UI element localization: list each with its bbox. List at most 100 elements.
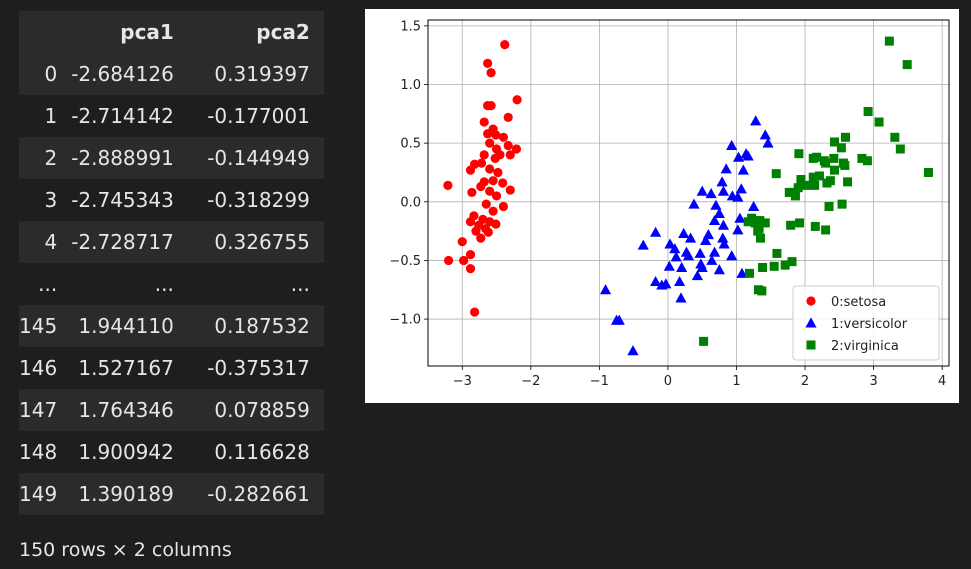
scatter-point-square [810,221,820,231]
scatter-point-triangle [717,185,730,196]
scatter-point-circle [476,233,486,243]
scatter-point-circle [505,185,515,195]
scatter-point-square [753,226,763,236]
scatter-point-square [699,336,709,346]
row-index: 145 [19,305,72,347]
scatter-point-circle [485,164,495,174]
scatter-point-circle [493,167,503,178]
scatter-point-circle [491,191,502,201]
scatter-point-triangle [676,261,688,272]
table-row: 149 1.390189 -0.282661 [19,473,324,515]
scatter-point-square [795,218,805,228]
scatter-point-triangle [706,254,718,265]
scatter-point-triangle [742,150,754,161]
y-tick-label: −1.0 [389,313,421,328]
scatter-point-circle [465,264,476,274]
scatter-plot-figure: −3 −2 −1 0 1 2 3 4 −1.0 −0.5 0.0 0.5 1.0 1.5 0:setosa… [365,9,959,403]
x-tick-label: 0 [664,374,672,389]
y-tick-label: 1.0 [400,78,421,93]
scatter-point-circle [457,237,467,247]
scatter-point-circle [488,176,498,186]
scatter-point-square [786,220,796,230]
scatter-point-square [836,143,846,153]
scatter-point-square [863,106,873,116]
scatter-point-circle [500,40,510,50]
legend-label: 1:versicolor [831,317,908,332]
scatter-point-triangle [678,227,690,238]
scatter-point-triangle [750,115,762,126]
scatter-point-square [830,137,840,147]
x-tick-label: −1 [590,374,609,389]
pca2-column-header: pca2 [187,11,324,53]
scatter-point-circle [443,180,453,190]
scatter-plot: −3 −2 −1 0 1 2 3 4 −1.0 −0.5 0.0 0.5 1.0 1.5 0:setosa… [389,19,950,389]
scatter-point-circle [465,165,476,175]
scatter-point-square [790,191,800,201]
scatter-point-square [814,171,824,181]
scatter-point-circle [485,186,495,196]
scatter-point-square [745,268,755,278]
scatter-point-circle [465,249,476,260]
scatter-point-square [755,216,765,226]
scatter-point-square [840,160,850,170]
table-row: 0 -2.684126 0.319397 [19,53,324,95]
table-row: 2 -2.888991 -0.144949 [19,137,324,179]
scatter-point-circle [483,58,493,68]
scatter-point-circle [476,158,487,168]
scatter-point-circle [471,226,481,236]
index-column-header [19,11,72,53]
pca1-cell: -2.684126 [71,53,188,95]
scatter-point-triangle [736,267,748,278]
ellipsis-row: ... ... ... [19,263,324,305]
scatter-point-circle [479,117,489,127]
row-index: 4 [19,221,72,263]
scatter-point-square [895,144,905,154]
row-index: 3 [19,179,72,221]
row-index: 148 [19,431,72,473]
scatter-point-square [837,199,847,209]
row-index: 147 [19,389,72,431]
scatter-point-circle [503,112,513,122]
table-row: 148 1.900942 0.116628 [19,431,324,473]
scatter-point-square [801,180,811,190]
pca1-column-header: pca1 [71,11,188,53]
scatter-point-triangle [649,275,662,287]
scatter-point-triangle [637,239,649,250]
scatter-point-square [830,165,840,175]
scatter-point-square [769,261,779,271]
pca2-cell: 0.326755 [187,221,324,263]
scatter-point-triangle [735,183,747,194]
scatter-point-circle [491,130,501,140]
table-row: 147 1.764346 0.078859 [19,389,324,431]
scatter-point-square [884,36,894,46]
legend-box [792,285,940,361]
scatter-point-triangle [716,176,728,187]
pca2-cell: 0.319397 [187,53,324,95]
scatter-point-circle [498,178,508,188]
scatter-point-triangle [663,260,675,271]
scatter-point-square [757,286,767,296]
scatter-point-circle [465,217,476,227]
x-tick-label: −2 [521,374,540,389]
scatter-point-triangle [682,250,695,261]
pca1-cell: ... [71,263,188,305]
scatter-point-square [784,187,794,197]
scatter-point-triangle [684,232,697,243]
scatter-point-triangle [708,246,721,257]
pca2-cell: -0.282661 [187,473,324,515]
scatter-point-square [808,172,818,182]
scatter-point-square [743,217,753,227]
row-index: 1 [19,95,72,137]
row-index: 2 [19,137,72,179]
table-row: 4 -2.728717 0.326755 [19,221,324,263]
scatter-point-triangle [732,224,744,235]
scatter-point-triangle [705,187,717,199]
dataframe-shape-text: 150 rows × 2 columns [19,539,232,561]
scatter-point-square [793,183,803,193]
scatter-point-triangle [762,137,774,148]
scatter-point-triangle [694,247,706,258]
scatter-point-square [750,218,760,228]
pca2-cell: -0.375317 [187,347,324,389]
scatter-point-square [796,175,806,185]
scatter-point-square [890,132,900,142]
